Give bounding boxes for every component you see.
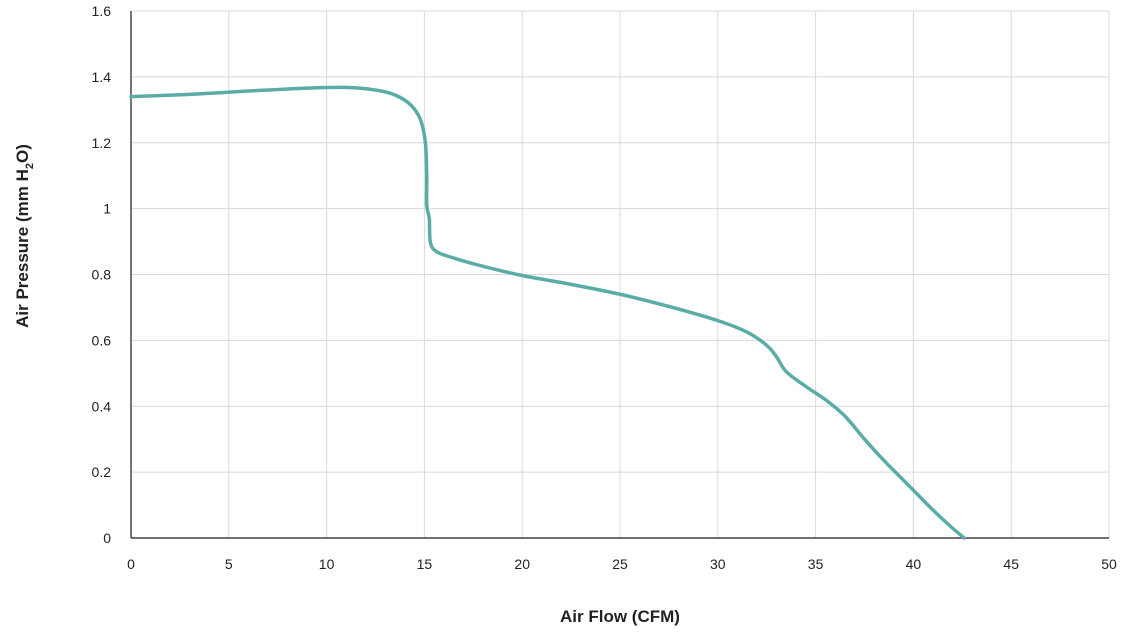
y-tick-label: 0.4 <box>92 398 112 414</box>
y-tick-label: 1.2 <box>92 135 112 151</box>
y-tick-label: 0.6 <box>92 332 112 348</box>
grid <box>131 10 1110 538</box>
y-tick-label: 1.4 <box>92 69 112 85</box>
x-tick-label: 0 <box>127 556 135 572</box>
y-axis-title: Air Pressure (mm H2O) <box>13 144 36 328</box>
y-tick-label: 1 <box>103 201 111 217</box>
y-axis-title-suffix: O) <box>13 144 32 163</box>
y-tick-label: 0.2 <box>92 464 112 480</box>
x-tick-label: 20 <box>514 556 530 572</box>
x-tick-label: 15 <box>417 556 433 572</box>
y-tick-label: 0 <box>103 530 111 546</box>
x-tick-label: 30 <box>710 556 726 572</box>
axes <box>130 11 1109 539</box>
x-tick-label: 50 <box>1101 556 1117 572</box>
x-tick-labels: 0 5 10 15 20 25 30 35 40 45 50 <box>127 556 1117 572</box>
y-tick-labels: 0 0.2 0.4 0.6 0.8 1 1.2 1.4 1.6 <box>92 3 112 546</box>
y-tick-label: 0.8 <box>92 267 112 283</box>
x-tick-label: 40 <box>906 556 922 572</box>
y-axis-title-subscript: 2 <box>24 163 36 169</box>
y-tick-label: 1.6 <box>92 3 112 19</box>
y-axis-title-prefix: Air Pressure (mm H <box>13 169 32 328</box>
series <box>129 85 967 540</box>
x-tick-label: 10 <box>319 556 335 572</box>
series-line <box>129 85 967 540</box>
x-axis-title: Air Flow (CFM) <box>560 607 680 626</box>
x-tick-label: 35 <box>808 556 824 572</box>
x-tick-label: 25 <box>612 556 628 572</box>
x-tick-label: 5 <box>225 556 233 572</box>
x-tick-label: 45 <box>1003 556 1019 572</box>
